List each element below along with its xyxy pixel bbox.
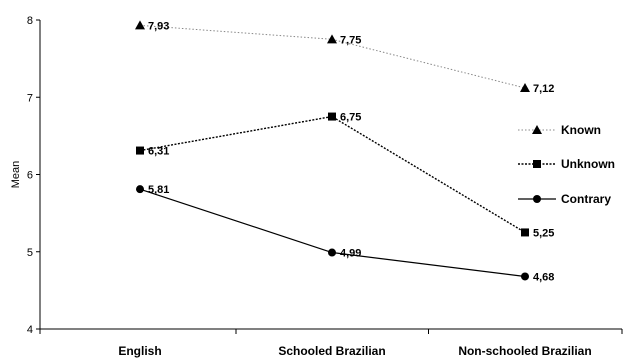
legend-label: Contrary <box>561 192 611 206</box>
y-tick-label: 7 <box>27 92 33 104</box>
data-point-marker <box>520 82 530 92</box>
legend-item-unknown: Unknown <box>518 157 615 171</box>
legend-label: Unknown <box>561 157 615 171</box>
y-tick-label: 5 <box>27 247 33 259</box>
y-tick-label: 4 <box>27 324 33 336</box>
data-label: 7,93 <box>148 20 169 32</box>
data-label: 7,12 <box>533 83 554 95</box>
data-point-marker <box>328 112 336 121</box>
legend-label: Known <box>561 123 601 137</box>
data-point-marker <box>327 34 337 44</box>
y-tick-label: 6 <box>27 170 33 182</box>
legend-marker <box>533 195 541 203</box>
data-point-marker <box>521 272 529 281</box>
x-tick-label: Schooled Brazilian <box>278 344 385 358</box>
series-line <box>139 24 526 89</box>
series-line <box>139 115 526 234</box>
data-point-marker <box>521 228 529 237</box>
data-label: 5,81 <box>148 184 169 196</box>
x-tick-label: Non-schooled Brazilian <box>458 344 591 358</box>
data-label: 6,31 <box>148 146 169 158</box>
axes: 4 5 6 7 8 English Schooled Brazilian Non-school… <box>27 15 623 358</box>
series-layer: 7,93 7,75 7,12 6,31 6,75 5,25 5,81 4,99 4,68 <box>135 20 554 283</box>
legend: Known Unknown Contrary <box>518 123 615 206</box>
legend-item-known: Known <box>518 123 601 137</box>
data-label: 4,99 <box>340 248 361 260</box>
data-label: 4,68 <box>533 271 554 283</box>
data-point-marker <box>136 185 144 194</box>
data-point-marker <box>136 146 144 155</box>
series-unknown: 6,31 6,75 5,25 <box>136 112 554 239</box>
series-known: 7,93 7,75 7,12 <box>135 20 554 95</box>
series-line <box>139 188 526 278</box>
data-label: 6,75 <box>340 112 361 124</box>
legend-marker <box>532 125 542 134</box>
data-label: 5,25 <box>533 227 554 239</box>
legend-item-contrary: Contrary <box>518 192 611 206</box>
data-point-marker <box>328 248 336 257</box>
legend-marker <box>533 160 541 168</box>
y-axis-title: Mean <box>10 161 22 189</box>
y-tick-label: 8 <box>27 15 33 27</box>
series-contrary: 5,81 4,99 4,68 <box>136 184 554 283</box>
x-tick-label: English <box>118 344 161 358</box>
data-point-marker <box>135 20 145 30</box>
data-label: 7,75 <box>340 34 361 46</box>
